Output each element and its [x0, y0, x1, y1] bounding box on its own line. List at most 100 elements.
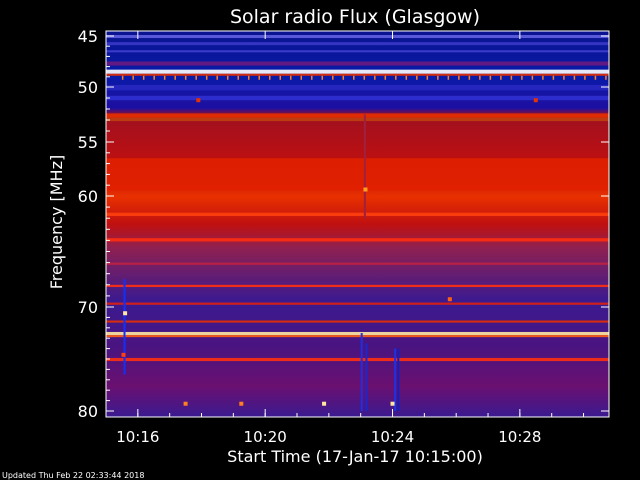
frequency-band [106, 212, 609, 216]
intensity-spot [123, 311, 128, 316]
y-tick-label: 50 [78, 78, 98, 97]
interference-tick [405, 75, 408, 80]
y-tick-label: 80 [78, 402, 98, 421]
frequency-band [106, 357, 609, 362]
frequency-band [106, 331, 609, 336]
interference-tick [510, 75, 513, 80]
intensity-spot [533, 98, 538, 103]
frequency-band [106, 69, 609, 74]
frequency-band [106, 262, 609, 265]
footer-updated-text: Updated Thu Feb 22 02:33:44 2018 [2, 471, 144, 480]
interference-tick [605, 75, 607, 80]
y-tick-label: 45 [78, 27, 98, 46]
y-axis-label: Frequency [MHz] [47, 155, 66, 289]
interference-tick [363, 75, 366, 80]
frequency-band [106, 35, 609, 39]
interference-tick [290, 75, 292, 80]
frequency-band [106, 84, 609, 91]
burst-streak [360, 333, 363, 411]
intensity-spot [322, 401, 327, 406]
x-axis-ticks: 10:16 10:20 10:24 10:28 [105, 31, 585, 446]
y-tick-label: 60 [78, 187, 98, 206]
x-axis-label: Start Time (17-Jan-17 10:15:00) [227, 447, 483, 466]
interference-tick [226, 75, 229, 80]
interference-tick [521, 75, 523, 80]
y-axis-ticks: 45 50 55 60 70 80 [78, 27, 609, 421]
interference-tick [416, 75, 418, 80]
intensity-spot [121, 352, 126, 357]
burst-streak [123, 279, 126, 375]
interference-tick [563, 75, 565, 80]
interference-tick [573, 75, 576, 80]
frequency-band [106, 284, 609, 288]
frequency-band [106, 117, 609, 122]
frequency-band [106, 113, 609, 118]
burst-streak [363, 114, 366, 219]
interference-tick [458, 75, 460, 80]
interference-tick [184, 75, 187, 80]
interference-tick [584, 75, 586, 80]
interference-tick [153, 75, 155, 80]
interference-tick [332, 75, 334, 80]
interference-tick [300, 75, 303, 80]
intensity-spot [239, 401, 244, 406]
intensity-spot [196, 98, 201, 103]
frequency-band [106, 73, 609, 76]
interference-tick [342, 75, 345, 80]
burst-streak [365, 343, 368, 411]
frequency-band [106, 238, 609, 242]
frequency-band [106, 335, 609, 338]
x-tick-label: 10:28 [498, 428, 541, 446]
interference-tick [531, 75, 534, 80]
intensity-spot [183, 401, 188, 406]
interference-tick [237, 75, 239, 80]
burst-streak [394, 348, 397, 411]
plot-frame [105, 30, 610, 418]
interference-tick [500, 75, 502, 80]
interference-tick [132, 75, 134, 80]
interference-tick [121, 75, 124, 80]
x-tick-label: 10:20 [244, 428, 287, 446]
interference-tick [142, 75, 145, 80]
interference-tick [384, 75, 387, 80]
interference-tick [552, 75, 555, 80]
interference-tick [247, 75, 250, 80]
intensity-spot [447, 297, 452, 302]
interference-tick [395, 75, 397, 80]
interference-tick [205, 75, 208, 80]
frequency-band [106, 61, 609, 66]
interference-tick [311, 75, 313, 80]
chart-title: Solar radio Flux (Glasgow) [230, 6, 480, 28]
frequency-band [106, 50, 609, 53]
interference-tick [216, 75, 218, 80]
spectrogram-background [106, 31, 609, 417]
interference-tick [353, 75, 355, 80]
interference-tick [437, 75, 439, 80]
spectrogram-plot [105, 30, 610, 418]
interference-tick [479, 75, 481, 80]
x-tick-label: 10:24 [371, 428, 414, 446]
burst-streak [397, 348, 400, 411]
interference-tick [489, 75, 492, 80]
frequency-band [106, 42, 609, 46]
intensity-spot [363, 187, 368, 192]
interference-tick [163, 75, 166, 80]
interference-tick [174, 75, 176, 80]
interference-tick [468, 75, 471, 80]
interference-tick [195, 75, 197, 80]
interference-tick [426, 75, 429, 80]
interference-tick [258, 75, 260, 80]
frequency-band [106, 158, 609, 191]
interference-tick [321, 75, 324, 80]
interference-tick [542, 75, 544, 80]
interference-tick [268, 75, 271, 80]
frequency-band [106, 302, 609, 305]
interference-tick [594, 75, 597, 80]
interference-tick [374, 75, 376, 80]
interference-tick [447, 75, 450, 80]
frequency-band [106, 320, 609, 323]
intensity-spot [390, 401, 395, 406]
y-tick-label: 55 [78, 133, 98, 152]
frequency-band [106, 103, 609, 108]
